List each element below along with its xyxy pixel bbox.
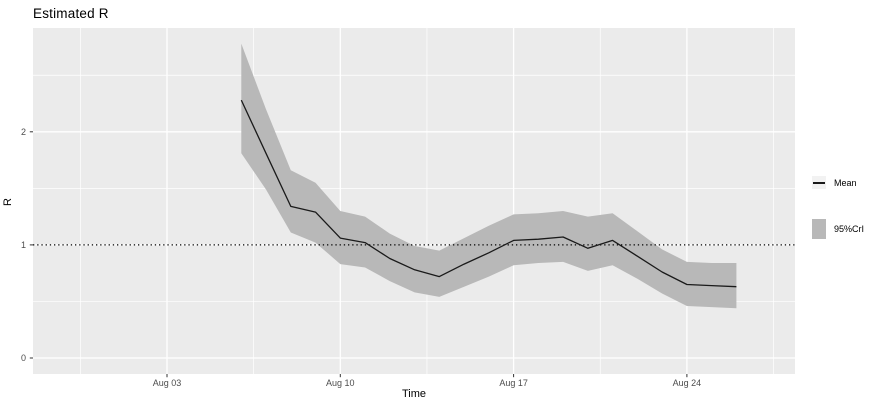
y-tick-label: 2	[21, 127, 26, 137]
chart-title: Estimated R	[33, 6, 109, 21]
y-axis-title: R	[1, 198, 14, 206]
legend-label-ci: 95%CrI	[834, 224, 865, 234]
legend-entry-ci: 95%CrI	[812, 219, 864, 239]
x-tick-label: Aug 24	[673, 378, 702, 388]
ci-ribbon-key-icon	[812, 219, 826, 239]
mean-line-key-stroke	[813, 182, 825, 184]
x-axis-title: Time	[401, 388, 427, 400]
mean-line	[240, 99, 737, 288]
x-tick-label: Aug 03	[153, 378, 182, 388]
panel-background	[33, 28, 795, 374]
x-tick-label: Aug 17	[499, 378, 528, 388]
y-tick-label: 0	[21, 353, 26, 363]
x-tick-label: Aug 10	[326, 378, 355, 388]
y-tick-label: 1	[21, 240, 26, 250]
legend-entry-mean: Mean	[812, 176, 857, 189]
legend: Mean 95%CrI	[812, 0, 870, 404]
y-axis-title-wrap: R	[1, 0, 14, 404]
legend-label-mean: Mean	[834, 177, 857, 188]
mean-line-key-icon	[812, 176, 826, 189]
